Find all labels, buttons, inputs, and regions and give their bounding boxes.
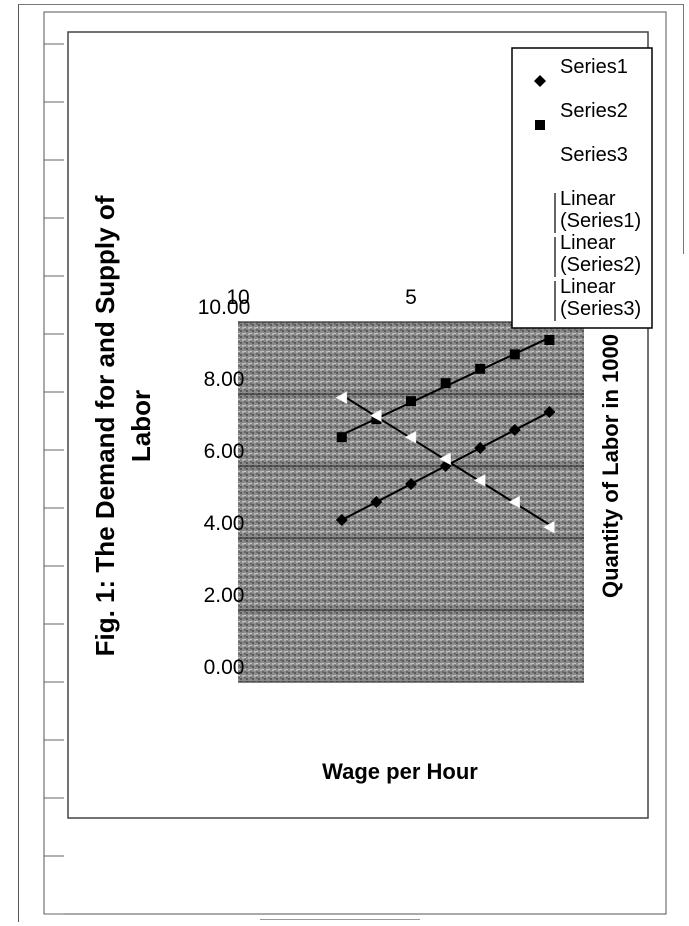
point-series1 bbox=[370, 496, 383, 508]
point-series1 bbox=[474, 442, 487, 454]
y-tick-label: 0.00 bbox=[204, 656, 245, 679]
y-tick-label: 2.00 bbox=[204, 584, 245, 607]
legend-label: Series1 bbox=[560, 56, 628, 78]
point-series1 bbox=[508, 424, 521, 436]
legend-entry: Linear(Series2) bbox=[554, 232, 641, 277]
legend-label: Series3 bbox=[560, 144, 628, 166]
legend-entry: Series3 bbox=[560, 144, 628, 166]
point-series2 bbox=[475, 363, 486, 374]
point-series2 bbox=[336, 432, 347, 443]
point-series1 bbox=[335, 514, 348, 526]
frame-ruler-ticks bbox=[44, 43, 64, 915]
y-axis-label: Wage per Hour bbox=[322, 759, 478, 784]
legend-box bbox=[622, 274, 650, 678]
legend-entry: Series2 bbox=[535, 100, 628, 130]
point-series3 bbox=[439, 452, 451, 466]
point-series1 bbox=[543, 406, 556, 418]
legend-label: Linear bbox=[560, 232, 616, 254]
chart-frame bbox=[43, 11, 667, 915]
chart-title-line1: Fig. 1: The Demand for and Supply of bbox=[90, 195, 120, 656]
legend-label: Linear bbox=[560, 188, 616, 210]
y-tick-label: 4.00 bbox=[204, 512, 245, 535]
legend-marker-icon bbox=[534, 75, 546, 87]
point-series3 bbox=[369, 409, 382, 423]
legend-label: Series2 bbox=[560, 100, 628, 122]
legend-entry: Series1 bbox=[534, 56, 628, 87]
legend-label: Linear bbox=[560, 276, 616, 298]
legend-label: (Series1) bbox=[560, 210, 641, 232]
point-series2 bbox=[440, 378, 451, 389]
x-tick-label: 5 bbox=[405, 286, 417, 309]
legend-entry: Linear(Series3) bbox=[554, 276, 641, 321]
chart-title-line2: Labor bbox=[126, 390, 156, 462]
plot-area bbox=[238, 322, 584, 682]
y-tick-label: 8.00 bbox=[204, 368, 245, 391]
x-axis-label: Quantity of Labor in 1000 bbox=[598, 334, 623, 598]
legend-marker-icon bbox=[535, 120, 545, 130]
page-border-bottom bbox=[260, 919, 420, 920]
page-border bbox=[18, 4, 684, 922]
point-series3 bbox=[508, 495, 521, 509]
point-series2 bbox=[406, 396, 416, 407]
point-series3 bbox=[473, 473, 486, 487]
point-series3 bbox=[542, 520, 555, 534]
legend-entry: Linear(Series1) bbox=[554, 188, 641, 233]
page-border-right bbox=[683, 4, 684, 254]
chart-area-border bbox=[67, 31, 649, 819]
legend: Series1Series2Series3Linear(Series1)Line… bbox=[511, 47, 653, 329]
legend-label: (Series2) bbox=[560, 254, 641, 276]
x-tick-label: 10 bbox=[226, 286, 249, 309]
point-series2 bbox=[509, 349, 520, 360]
legend-label: (Series3) bbox=[560, 298, 641, 320]
y-tick-label: 6.00 bbox=[204, 440, 245, 463]
point-series3 bbox=[404, 430, 417, 444]
point-series1 bbox=[405, 478, 417, 490]
point-series2 bbox=[544, 335, 555, 345]
legend-frame bbox=[511, 47, 653, 329]
point-series3 bbox=[335, 391, 348, 405]
y-tick-label: 10.00 bbox=[198, 296, 251, 319]
